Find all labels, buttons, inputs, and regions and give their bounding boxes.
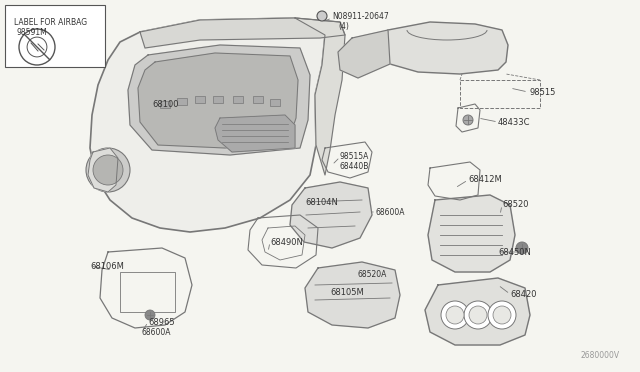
Bar [253, 96, 263, 103]
Text: 68490N: 68490N [270, 238, 303, 247]
Text: 98591M: 98591M [17, 28, 47, 37]
Polygon shape [128, 45, 310, 155]
Bar [5, 5, 105, 67]
Text: 68520A: 68520A [358, 270, 387, 279]
Text: 68440B: 68440B [340, 162, 369, 171]
Circle shape [441, 301, 469, 329]
Bar [177, 98, 187, 105]
Polygon shape [338, 30, 390, 78]
Polygon shape [295, 18, 345, 175]
Text: 68600A: 68600A [142, 328, 172, 337]
Text: 68450N: 68450N [498, 248, 531, 257]
Bar [213, 96, 223, 103]
Polygon shape [215, 115, 295, 152]
Text: 68100: 68100 [152, 100, 179, 109]
Text: 68965: 68965 [148, 318, 175, 327]
Circle shape [446, 306, 464, 324]
Text: LABEL FOR AIRBAG: LABEL FOR AIRBAG [14, 18, 87, 27]
Circle shape [464, 301, 492, 329]
Text: 68520: 68520 [502, 200, 529, 209]
Polygon shape [384, 22, 508, 74]
Text: 98515A: 98515A [340, 152, 369, 161]
Bar [460, 80, 540, 108]
Bar [270, 99, 280, 106]
Polygon shape [425, 278, 530, 345]
Circle shape [86, 148, 130, 192]
Polygon shape [140, 18, 345, 48]
Circle shape [493, 306, 511, 324]
Polygon shape [88, 148, 118, 192]
Bar [120, 272, 175, 312]
Text: 68105M: 68105M [330, 288, 364, 297]
Bar [233, 96, 243, 103]
Circle shape [145, 310, 155, 320]
Polygon shape [290, 182, 372, 248]
Bar [160, 101, 170, 108]
Text: 68600A: 68600A [376, 208, 406, 217]
Text: 48433C: 48433C [498, 118, 531, 127]
Circle shape [463, 115, 473, 125]
Polygon shape [90, 18, 325, 232]
Polygon shape [138, 53, 298, 148]
Circle shape [317, 11, 327, 21]
Text: 98515: 98515 [530, 88, 556, 97]
Polygon shape [428, 195, 515, 272]
Text: 68104N: 68104N [305, 198, 338, 207]
Circle shape [469, 306, 487, 324]
Text: (4): (4) [338, 22, 349, 31]
Text: N08911-20647: N08911-20647 [332, 12, 388, 21]
Text: 2680000V: 2680000V [581, 351, 620, 360]
Bar [195, 96, 205, 103]
Text: 68412M: 68412M [468, 175, 502, 184]
Text: 68106M: 68106M [90, 262, 124, 271]
Circle shape [488, 301, 516, 329]
Circle shape [516, 242, 528, 254]
Circle shape [93, 155, 123, 185]
Polygon shape [305, 262, 400, 328]
Text: 68420: 68420 [510, 290, 536, 299]
